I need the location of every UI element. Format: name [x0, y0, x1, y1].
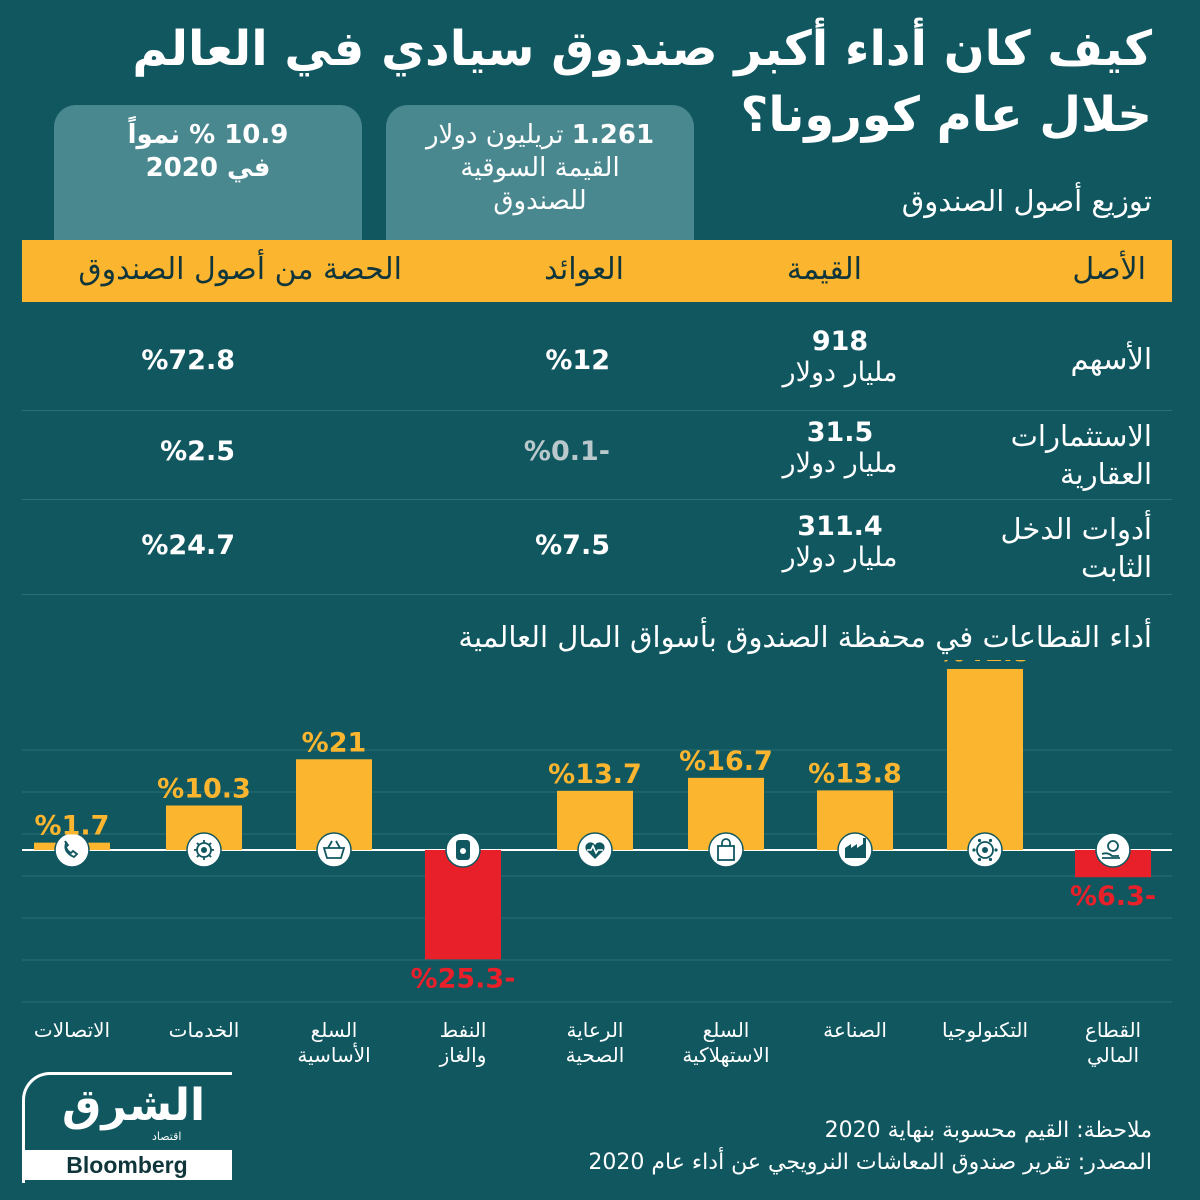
- category-label: السلع الاستهلاكية: [661, 1018, 791, 1068]
- asset-value-number: 311.4: [797, 511, 883, 542]
- category-label-line-1: السلع: [702, 1018, 750, 1042]
- category-label-line-1: القطاع: [1084, 1018, 1142, 1042]
- kpi-market-value-label: القيمة السوقية: [460, 153, 620, 183]
- shopping-bag-icon: [708, 832, 744, 868]
- heart-pulse-icon: [577, 832, 613, 868]
- asset-value-number: 31.5: [806, 417, 874, 448]
- asset-share: %2.5: [160, 436, 235, 467]
- header-asset: الأصل: [1072, 252, 1146, 287]
- asset-name-line-1: الاستثمارات: [1010, 419, 1152, 453]
- assets-table-header: الأصل القيمة العوائد الحصة من أصول الصند…: [22, 240, 1172, 302]
- kpi-growth-year: في 2020: [145, 153, 271, 183]
- asset-value-unit: مليار دولار: [782, 448, 898, 479]
- bar: [425, 850, 501, 960]
- header-value: القيمة: [786, 252, 862, 287]
- chart-value-labels: %1.7 %10.3 %21 -%25.3 %13.7 %16.7 %13.8 %41.9 -%…: [35, 660, 1157, 994]
- category-label-line-2: والغاز: [439, 1043, 487, 1067]
- footer-source: المصدر: تقرير صندوق المعاشات النرويجي عن…: [588, 1150, 1152, 1175]
- bar: [947, 668, 1023, 850]
- kpi-market-value-number: 1.261: [571, 120, 655, 150]
- gear-icon: [186, 832, 222, 868]
- chart-title: أداء القطاعات في محفظة الصندوق بأسواق ال…: [458, 620, 1152, 654]
- category-label-line-2: المالي: [1086, 1043, 1140, 1067]
- category-label-line-1: الصناعة: [823, 1018, 887, 1042]
- category-label-line-1: الرعاية: [566, 1018, 624, 1042]
- category-label-line-1: النفط: [439, 1018, 487, 1042]
- header-returns: العوائد: [544, 252, 624, 287]
- money-hand-icon: [1095, 832, 1131, 868]
- chart-icons: [54, 832, 1131, 868]
- category-label: الاتصالات: [7, 1018, 137, 1043]
- assets-section-title: توزيع أصول الصندوق: [901, 184, 1152, 218]
- asset-name-line-2: العقارية: [1059, 457, 1152, 491]
- asset-name: الأسهم: [1070, 342, 1152, 376]
- row-divider: [22, 410, 1172, 411]
- oil-barrel-icon: [445, 832, 481, 868]
- asset-returns: %12: [545, 345, 610, 376]
- category-label: التكنولوجيا: [920, 1018, 1050, 1043]
- page-title-line-2: خلال عام كورونا؟: [740, 87, 1152, 143]
- bar-value-label: %1.7: [35, 811, 110, 842]
- asset-value-number: 918: [811, 326, 869, 357]
- logo-bloomberg: Bloomberg: [22, 1150, 232, 1180]
- asset-name-line-1: أدوات الدخل: [1000, 512, 1152, 546]
- basket-icon: [316, 832, 352, 868]
- asset-value-unit: مليار دولار: [782, 357, 898, 388]
- category-label: النفط والغاز: [398, 1018, 528, 1068]
- page-title-line-1: كيف كان أداء أكبر صندوق سيادي في العالم: [132, 21, 1152, 77]
- category-label-line-2: الصحية: [565, 1043, 625, 1067]
- category-label: القطاع المالي: [1048, 1018, 1178, 1068]
- kpi-market-value: 1.261 تريليون دولار القيمة السوقية للصند…: [386, 105, 694, 240]
- logo-asharq: الشرق: [62, 1080, 206, 1131]
- kpi-market-value-unit: تريليون دولار: [425, 120, 564, 150]
- row-divider: [22, 499, 1172, 500]
- kpi-market-value-label-2: للصندوق: [493, 186, 587, 216]
- bar-value-label: %13.8: [808, 758, 902, 789]
- category-label: الصناعة: [790, 1018, 920, 1043]
- asset-returns: -%0.1: [523, 436, 610, 467]
- sector-bar-chart: %1.7 %10.3 %21 -%25.3 %13.7 %16.7 %13.8 %41.9 -%…: [22, 660, 1172, 1003]
- bar-value-label: %10.3: [157, 774, 251, 805]
- category-label-line-1: السلع: [310, 1018, 358, 1042]
- header-share: الحصة من أصول الصندوق: [78, 252, 402, 287]
- bar-value-label: -%25.3: [411, 963, 516, 994]
- logo-sub: اقتصاد: [152, 1130, 182, 1143]
- kpi-growth-value: 10.9 % نمواً: [127, 120, 289, 150]
- bar-value-label: %13.7: [548, 759, 642, 790]
- asset-value: 31.5 مليار دولار: [740, 418, 940, 480]
- asset-name-line-2: الثابت: [1080, 550, 1152, 584]
- factory-icon: [837, 832, 873, 868]
- footer-note: ملاحظة: القيم محسوبة بنهاية 2020: [824, 1118, 1152, 1143]
- asset-share: %24.7: [141, 530, 235, 561]
- category-label-line-2: الاستهلاكية: [682, 1043, 770, 1067]
- category-label-line-1: التكنولوجيا: [941, 1018, 1028, 1042]
- logo-frame: [22, 1072, 232, 1183]
- category-label-line-2: الأساسية: [297, 1043, 371, 1067]
- asset-value: 311.4 مليار دولار: [740, 512, 940, 574]
- asset-name: أدوات الدخل الثابت: [1000, 510, 1152, 586]
- bar-value-label: %16.7: [679, 746, 773, 777]
- phone-icon: [54, 832, 90, 868]
- row-divider: [22, 594, 1172, 595]
- asset-share: %72.8: [141, 345, 235, 376]
- asset-value: 918 مليار دولار: [740, 327, 940, 389]
- bar-value-label: -%6.3: [1070, 881, 1156, 912]
- asset-name: الاستثمارات العقارية: [1011, 417, 1152, 493]
- category-label: الخدمات: [139, 1018, 269, 1043]
- bar-value-label: %41.9: [938, 660, 1032, 668]
- category-label-line-1: الاتصالات: [33, 1018, 111, 1042]
- bar-value-label: %21: [302, 727, 367, 758]
- tech-chip-icon: [967, 832, 1003, 868]
- chart-bars: [34, 668, 1151, 960]
- category-label: الرعاية الصحية: [530, 1018, 660, 1068]
- asset-returns: %7.5: [535, 530, 610, 561]
- kpi-growth: 10.9 % نمواً في 2020: [54, 105, 362, 240]
- category-label-line-1: الخدمات: [168, 1018, 240, 1042]
- asset-value-unit: مليار دولار: [782, 542, 898, 573]
- category-label: السلع الأساسية: [269, 1018, 399, 1068]
